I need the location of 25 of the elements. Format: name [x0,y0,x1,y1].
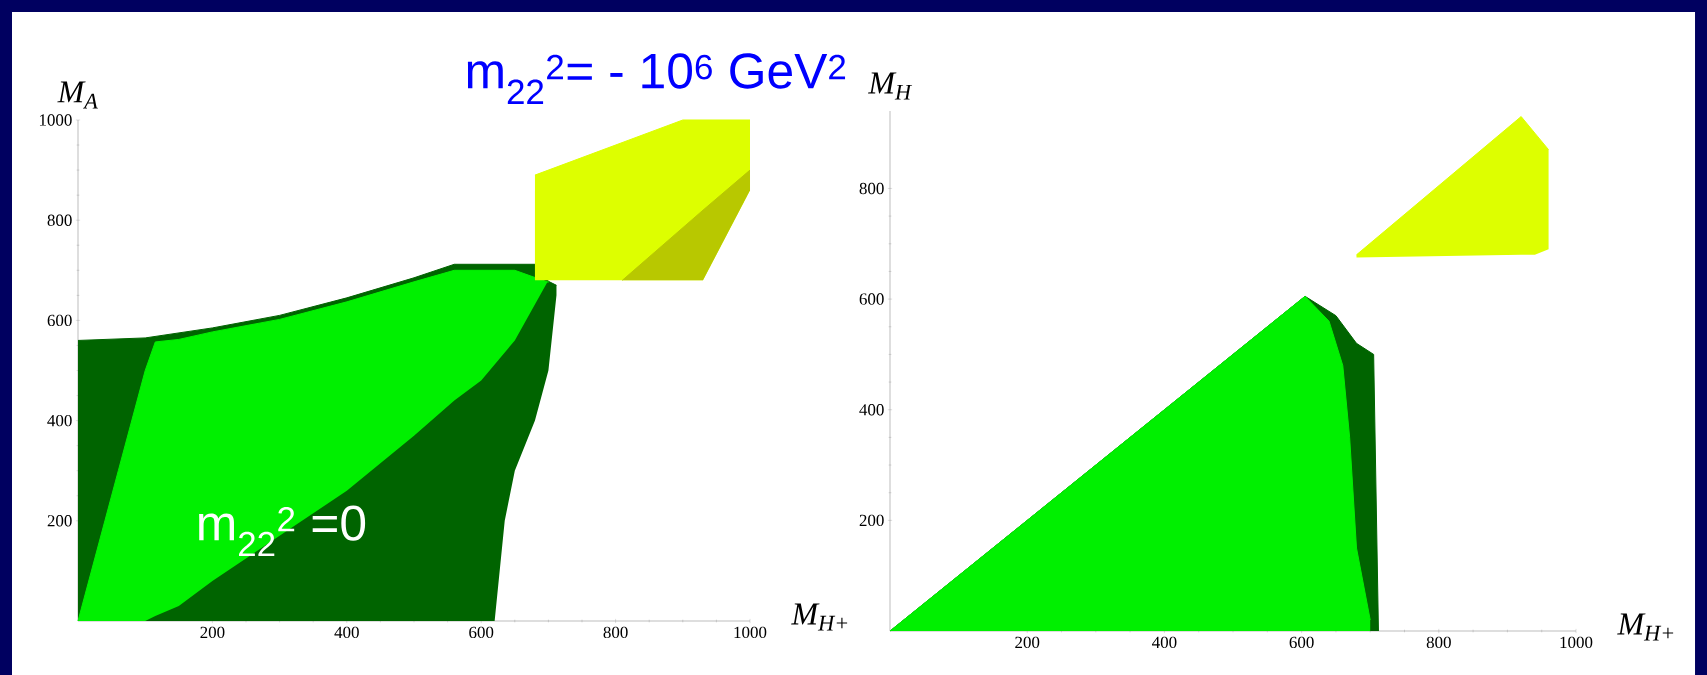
y-tick-label: 600 [859,293,884,305]
y-tick-label: 800 [47,214,72,226]
x-tick-label: 1000 [1560,636,1593,649]
y-axis-title: M$_{A}$ [57,81,98,109]
x-tick-label: 800 [603,626,628,639]
y-tick-label: 800 [859,182,884,195]
x-tick-label: 800 [1426,636,1451,649]
y-tick-label: 400 [47,414,72,427]
x-tick-label: 400 [334,626,359,639]
x-axis-title: M$_{H+}$ [1617,613,1674,641]
y-tick-label: 200 [47,515,72,527]
x-tick-label: 400 [1152,636,1177,649]
y-tick-label: 600 [47,314,72,327]
x-axis-title: M$_{H+}$ [791,603,848,631]
y-axis-title: M$_{H}$ [868,72,913,100]
y-tick-label: 1000 [39,114,72,126]
y-tick-label: 200 [859,514,884,527]
x-tick-label: 1000 [734,626,767,639]
x-tick-label: 600 [469,626,494,639]
x-tick-label: 600 [1289,636,1314,649]
text: m$_{22}$$^{2}$= - 10$^{6}$ GeV$^{2}$ [467,53,846,104]
annotation: m$_{22}$$^{2}$ =0 [199,505,366,557]
y-tick-label: 400 [859,404,884,416]
x-tick-label: 200 [200,626,225,639]
x-tick-label: 200 [1015,636,1040,649]
